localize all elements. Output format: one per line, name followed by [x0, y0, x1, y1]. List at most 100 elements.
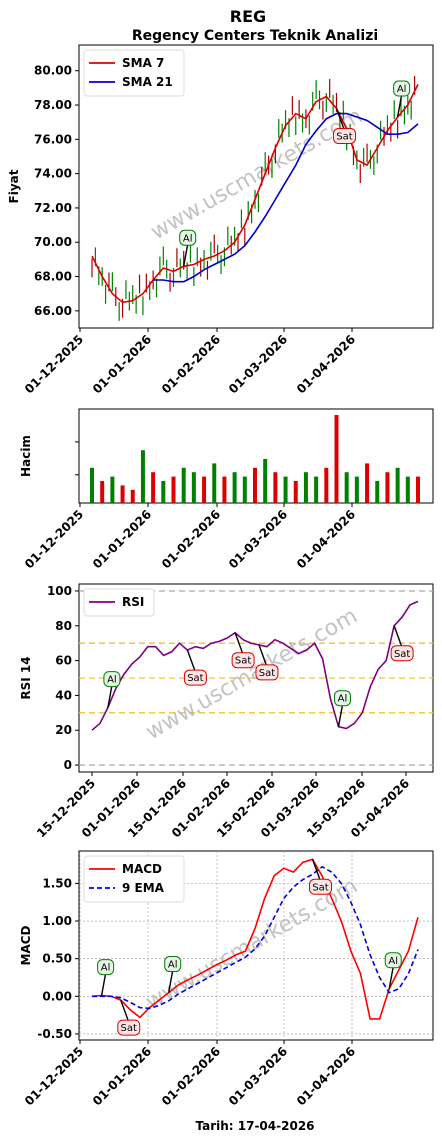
- chart-title: REG: [230, 7, 266, 26]
- rsi-annotation-badge: [231, 652, 255, 669]
- macd-plot-frame: [78, 850, 434, 1041]
- rsi-annotation-arrow: [258, 644, 268, 668]
- volume-bar: [130, 489, 135, 503]
- macd-annotation-label: Sat: [121, 1023, 137, 1034]
- volume-bar: [324, 467, 329, 503]
- macd-x-tick-label: 01-04-2026: [294, 1044, 358, 1108]
- volume-y-axis-label: Hacim: [19, 435, 33, 477]
- volume-bar: [273, 472, 278, 503]
- rsi-annotation-badge: [333, 690, 351, 707]
- price-x-tick-label: 01-12-2025: [22, 332, 86, 396]
- price-y-tick-label: 80.00: [34, 64, 72, 78]
- volume-bar: [303, 472, 308, 503]
- rsi-annotation-arrow: [234, 632, 244, 655]
- volume-bar: [110, 476, 115, 503]
- rsi-legend: [83, 588, 155, 617]
- rsi-annotation-arrow: [107, 685, 113, 708]
- price-legend: [83, 49, 185, 97]
- macd-y-tick-label: -0.50: [37, 1027, 72, 1041]
- volume-bar: [344, 472, 349, 503]
- macd-annotation-arrow: [311, 859, 322, 882]
- volume-bar: [212, 463, 217, 503]
- price-annotation-label: Al: [397, 84, 407, 95]
- volume-x-tick-label: 01-02-2026: [159, 507, 223, 571]
- volume-bar: [416, 476, 420, 503]
- rsi-legend-label: RSI: [122, 595, 144, 609]
- volume-bar: [171, 476, 176, 503]
- macd-y-tick-label: 1.00: [42, 914, 72, 928]
- macd-x-tick-label: 01-03-2026: [226, 1044, 290, 1108]
- macd-x-tick-label: 01-02-2026: [159, 1044, 223, 1108]
- price-y-axis-label: Fiyat: [7, 169, 21, 203]
- volume-bar: [354, 476, 359, 503]
- rsi-annotation-badge: [183, 669, 207, 686]
- rsi-annotation-arrow: [186, 649, 197, 673]
- price-annotation-arrow: [182, 244, 189, 267]
- price-annotation-label: Al: [183, 233, 193, 244]
- volume-bar: [405, 476, 410, 503]
- price-x-tick-label: 01-04-2026: [294, 332, 358, 396]
- macd-annotation-badge: [97, 959, 115, 976]
- price-annotation-arrow: [396, 94, 403, 118]
- volume-bar: [151, 472, 156, 503]
- x-axis-date-label: Tarih: 17-04-2026: [195, 1119, 314, 1133]
- price-series-2-line: [153, 112, 419, 283]
- macd-annotation-arrow: [100, 973, 107, 996]
- volume-bar: [253, 467, 257, 503]
- rsi-annotation-label: Al: [338, 694, 348, 705]
- rsi-annotation-label: Sat: [187, 673, 203, 684]
- price-legend-label: SMA 21: [122, 75, 173, 89]
- macd-y-tick-label: 0.50: [42, 952, 72, 966]
- macd-annotation-label: Al: [388, 956, 398, 967]
- price-y-tick-label: 76.00: [34, 132, 72, 146]
- rsi-series-1-line: [91, 600, 419, 731]
- macd-series-1-line: [91, 858, 419, 1020]
- volume-x-tick-label: 01-03-2026: [226, 507, 290, 571]
- volume-bar: [375, 481, 380, 503]
- price-annotation-badge: [393, 80, 411, 97]
- rsi-annotation-badge: [255, 664, 279, 681]
- macd-legend-label: 9 EMA: [122, 881, 165, 895]
- price-series-1-line: [91, 84, 419, 304]
- rsi-annotation-label: Sat: [235, 656, 251, 667]
- price-x-tick-label: 01-01-2026: [90, 332, 154, 396]
- macd-annotation-badge: [117, 1019, 141, 1036]
- macd-legend: [83, 855, 185, 903]
- macd-annotation-arrow: [120, 999, 130, 1023]
- price-panel: 66.00 68.00 70.00 72.00 74.00 76.00 78.00 80.00…: [7, 44, 434, 396]
- macd-annotation-badge: [384, 952, 402, 969]
- rsi-y-axis-label: RSI 14: [19, 656, 33, 699]
- chart-subtitle: Regency Centers Teknik Analizi: [132, 28, 378, 44]
- volume-bar: [90, 467, 94, 503]
- volume-x-tick-label: 01-04-2026: [294, 507, 358, 571]
- volume-bar: [334, 415, 339, 503]
- macd-annotation-arrow: [388, 966, 394, 989]
- macd-annotation-badge: [164, 956, 182, 973]
- volume-x-tick-label: 01-12-2025: [22, 507, 86, 571]
- macd-annotation-badge: [309, 878, 333, 895]
- volume-bar: [140, 450, 145, 503]
- price-annotation-label: Sat: [336, 131, 352, 142]
- volume-bar: [120, 485, 125, 503]
- macd-x-tick-label: 01-01-2026: [90, 1044, 154, 1108]
- price-y-tick-label: 66.00: [34, 304, 72, 318]
- volume-bar: [202, 476, 207, 503]
- rsi-y-tick-label: 100: [47, 584, 72, 598]
- volume-bar: [395, 467, 400, 503]
- volume-x-tick-label: 01-01-2026: [90, 507, 154, 571]
- volume-bar: [222, 476, 227, 503]
- volume-bar: [314, 476, 319, 503]
- volume-bar: [100, 481, 105, 503]
- rsi-panel: 02040608010015-12-202501-01-202615-01-20…: [19, 583, 434, 840]
- macd-x-tick-label: 01-12-2025: [22, 1044, 86, 1108]
- macd-series-2-line: [92, 865, 419, 1010]
- volume-bar: [242, 476, 247, 503]
- price-y-tick-label: 70.00: [34, 235, 72, 249]
- price-x-tick-label: 01-03-2026: [226, 332, 290, 396]
- rsi-annotation-badge: [103, 671, 121, 688]
- rsi-y-tick-label: 80: [55, 619, 72, 633]
- macd-legend-label: MACD: [122, 862, 162, 876]
- price-y-tick-label: 74.00: [34, 167, 72, 181]
- macd-annotation-label: Al: [101, 963, 111, 974]
